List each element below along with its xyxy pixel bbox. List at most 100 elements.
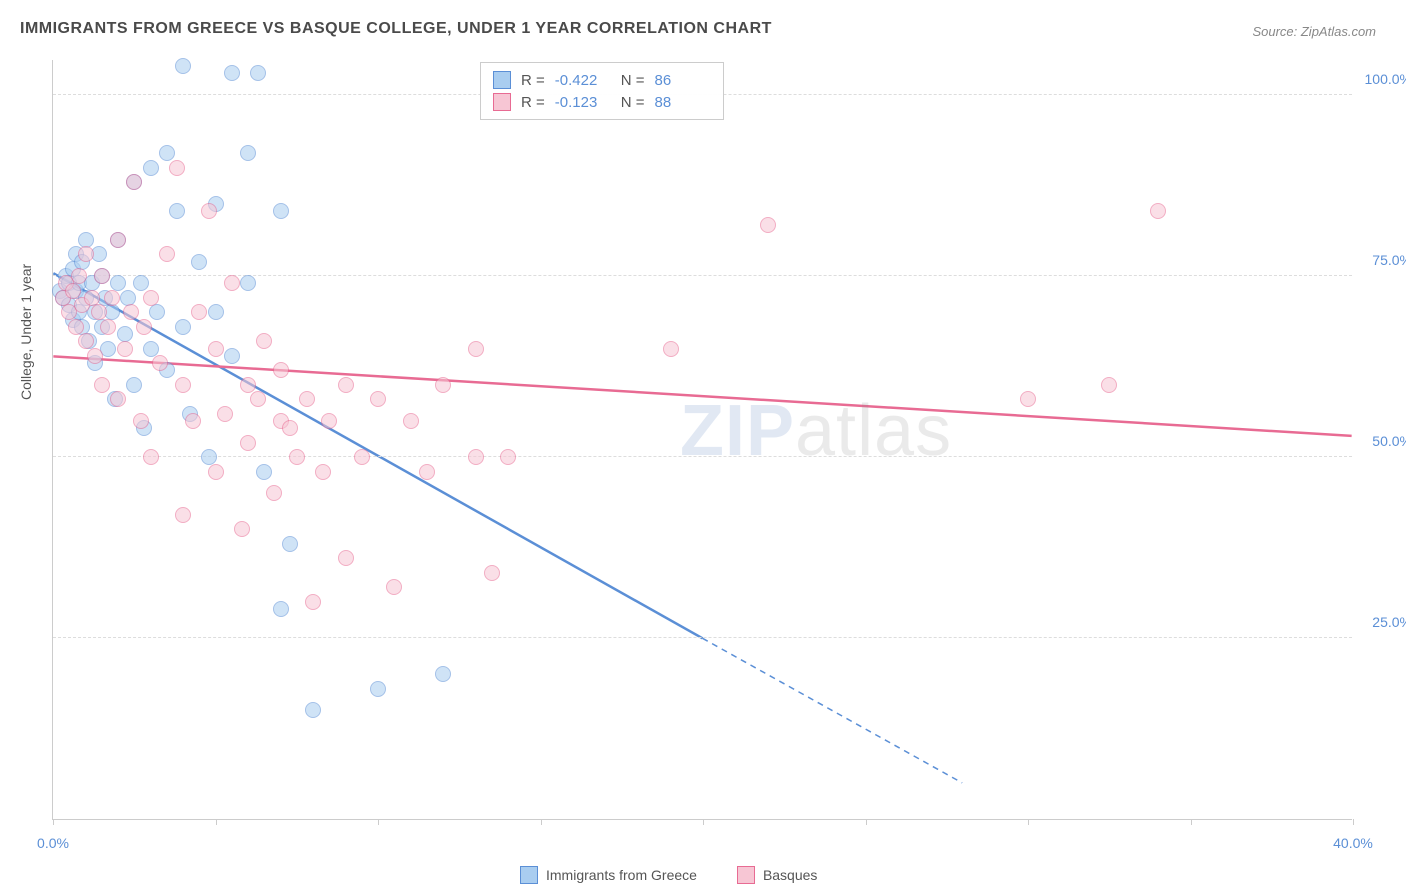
data-point bbox=[143, 290, 159, 306]
data-point bbox=[126, 377, 142, 393]
data-point bbox=[91, 304, 107, 320]
stat-r-value: -0.422 bbox=[555, 72, 611, 89]
data-point bbox=[1020, 391, 1036, 407]
trend-line-extrapolated bbox=[703, 638, 963, 783]
data-point bbox=[104, 290, 120, 306]
data-point bbox=[169, 160, 185, 176]
legend-label: Immigrants from Greece bbox=[546, 867, 697, 883]
data-point bbox=[143, 341, 159, 357]
gridline bbox=[53, 456, 1352, 457]
data-point bbox=[1101, 377, 1117, 393]
data-point bbox=[1150, 203, 1166, 219]
y-tick-label: 25.0% bbox=[1372, 614, 1406, 630]
data-point bbox=[175, 377, 191, 393]
data-point bbox=[663, 341, 679, 357]
legend-item: Basques bbox=[737, 866, 817, 884]
data-point bbox=[289, 449, 305, 465]
data-point bbox=[419, 464, 435, 480]
data-point bbox=[71, 268, 87, 284]
x-tick bbox=[703, 819, 704, 825]
x-tick-label: 40.0% bbox=[1333, 835, 1373, 851]
data-point bbox=[250, 391, 266, 407]
stat-r-label: R = bbox=[521, 94, 545, 111]
data-point bbox=[282, 420, 298, 436]
data-point bbox=[65, 283, 81, 299]
legend-label: Basques bbox=[763, 867, 817, 883]
data-point bbox=[191, 254, 207, 270]
x-tick bbox=[1191, 819, 1192, 825]
data-point bbox=[149, 304, 165, 320]
data-point bbox=[435, 666, 451, 682]
data-point bbox=[208, 304, 224, 320]
source-attribution: Source: ZipAtlas.com bbox=[1252, 24, 1376, 39]
data-point bbox=[266, 485, 282, 501]
data-point bbox=[110, 391, 126, 407]
data-point bbox=[760, 217, 776, 233]
data-point bbox=[110, 232, 126, 248]
data-point bbox=[201, 203, 217, 219]
data-point bbox=[120, 290, 136, 306]
data-point bbox=[159, 145, 175, 161]
data-point bbox=[321, 413, 337, 429]
data-point bbox=[256, 464, 272, 480]
data-point bbox=[240, 145, 256, 161]
stat-n-value: 88 bbox=[655, 94, 711, 111]
data-point bbox=[133, 413, 149, 429]
x-tick bbox=[53, 819, 54, 825]
data-point bbox=[159, 246, 175, 262]
chart-title: IMMIGRANTS FROM GREECE VS BASQUE COLLEGE… bbox=[20, 20, 772, 38]
correlation-stats-legend: R = -0.422 N = 86 R = -0.123 N = 88 bbox=[480, 62, 724, 120]
stat-n-label: N = bbox=[621, 72, 645, 89]
data-point bbox=[94, 377, 110, 393]
stat-r-value: -0.123 bbox=[555, 94, 611, 111]
legend-swatch bbox=[737, 866, 755, 884]
legend-swatch bbox=[493, 71, 511, 89]
data-point bbox=[403, 413, 419, 429]
data-point bbox=[305, 702, 321, 718]
gridline bbox=[53, 637, 1352, 638]
data-point bbox=[100, 319, 116, 335]
data-point bbox=[305, 594, 321, 610]
data-point bbox=[136, 319, 152, 335]
data-point bbox=[185, 413, 201, 429]
data-point bbox=[240, 435, 256, 451]
y-tick-label: 100.0% bbox=[1365, 71, 1406, 87]
data-point bbox=[208, 464, 224, 480]
data-point bbox=[152, 355, 168, 371]
stats-row: R = -0.422 N = 86 bbox=[493, 69, 711, 91]
data-point bbox=[240, 377, 256, 393]
data-point bbox=[175, 319, 191, 335]
legend-swatch bbox=[493, 93, 511, 111]
x-tick bbox=[378, 819, 379, 825]
data-point bbox=[143, 160, 159, 176]
x-tick bbox=[541, 819, 542, 825]
data-point bbox=[240, 275, 256, 291]
data-point bbox=[370, 681, 386, 697]
series-legend: Immigrants from Greece Basques bbox=[520, 866, 817, 884]
data-point bbox=[87, 348, 103, 364]
y-tick-label: 50.0% bbox=[1372, 433, 1406, 449]
y-axis-label: College, Under 1 year bbox=[18, 264, 34, 400]
data-point bbox=[386, 579, 402, 595]
data-point bbox=[78, 246, 94, 262]
data-point bbox=[273, 362, 289, 378]
data-point bbox=[315, 464, 331, 480]
data-point bbox=[123, 304, 139, 320]
data-point bbox=[224, 275, 240, 291]
data-point bbox=[256, 333, 272, 349]
stats-row: R = -0.123 N = 88 bbox=[493, 91, 711, 113]
stat-r-label: R = bbox=[521, 72, 545, 89]
data-point bbox=[282, 536, 298, 552]
data-point bbox=[94, 268, 110, 284]
data-point bbox=[175, 507, 191, 523]
data-point bbox=[273, 601, 289, 617]
stat-n-label: N = bbox=[621, 94, 645, 111]
data-point bbox=[217, 406, 233, 422]
data-point bbox=[234, 521, 250, 537]
data-point bbox=[250, 65, 266, 81]
x-tick bbox=[1028, 819, 1029, 825]
stat-n-value: 86 bbox=[655, 72, 711, 89]
y-tick-label: 75.0% bbox=[1372, 252, 1406, 268]
trend-line bbox=[53, 356, 1351, 436]
data-point bbox=[273, 203, 289, 219]
